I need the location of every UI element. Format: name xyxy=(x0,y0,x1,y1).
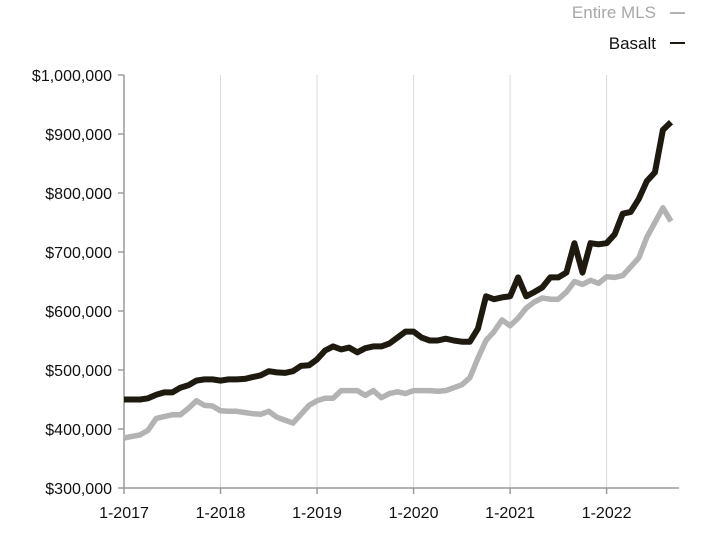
x-tick-label: 1-2022 xyxy=(582,505,632,522)
legend-label-basalt: Basalt xyxy=(609,34,657,53)
series-line-basalt xyxy=(124,120,674,403)
y-tick-label: $300,000 xyxy=(45,481,112,498)
legend: Entire MLS Basalt xyxy=(572,3,685,53)
gridlines xyxy=(220,75,608,488)
legend-label-entire-mls: Entire MLS xyxy=(572,3,656,22)
y-tick-label: $700,000 xyxy=(45,245,112,262)
x-tick-label: 1-2021 xyxy=(485,505,535,522)
x-tick-label: 1-2019 xyxy=(292,505,342,522)
y-tick-label: $800,000 xyxy=(45,186,112,203)
y-tick-label: $500,000 xyxy=(45,363,112,380)
y-tick-label: $900,000 xyxy=(45,127,112,144)
y-tick-label: $600,000 xyxy=(45,304,112,321)
x-axis-ticks: 1-2017 1-2018 1-2019 1-2020 1-2021 1-2022 xyxy=(99,488,632,522)
series-line-entire-mls xyxy=(123,205,674,441)
x-tick-label: 1-2018 xyxy=(196,505,246,522)
y-tick-label: $1,000,000 xyxy=(32,68,112,85)
series-lines xyxy=(123,120,674,441)
x-tick-label: 1-2017 xyxy=(99,505,149,522)
y-axis-ticks: $300,000 $400,000 $500,000 $600,000 $700,000… xyxy=(32,68,124,498)
x-tick-label: 1-2020 xyxy=(389,505,439,522)
y-tick-label: $400,000 xyxy=(45,422,112,439)
